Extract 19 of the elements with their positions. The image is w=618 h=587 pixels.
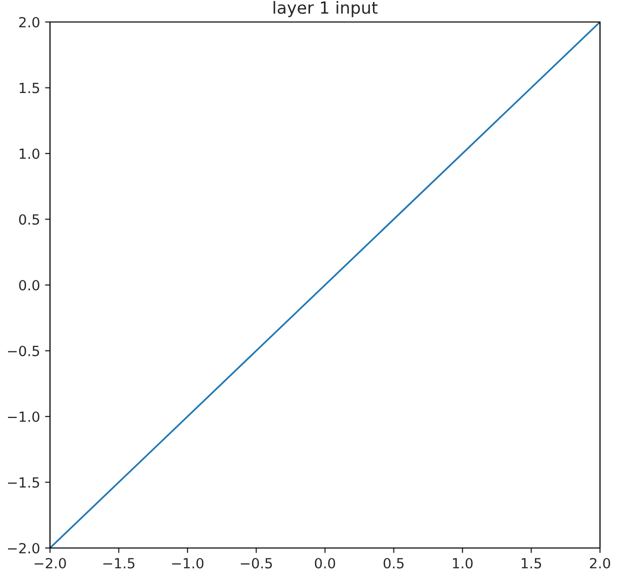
x-tick-label: 1.0 [452, 558, 473, 568]
y-tick-label: −2.0 [8, 542, 40, 554]
y-tick-label: 1.0 [20, 148, 40, 159]
x-tick-label: 0.0 [314, 558, 336, 568]
y-tick-label: 2.0 [19, 16, 40, 28]
x-tick-label: 0.5 [384, 558, 404, 568]
x-tick-label: −0.5 [240, 558, 272, 568]
y-tick-label: 0.0 [19, 280, 40, 290]
x-tick-label: 2.0 [590, 558, 610, 568]
x-tick-label: −1.5 [103, 558, 134, 568]
y-tick-label: −1.5 [8, 477, 40, 488]
x-tick-label: −2.0 [34, 558, 66, 568]
y-tick-label: 1.5 [20, 82, 40, 94]
x-tick-label: −1.0 [172, 558, 204, 568]
x-tick-label: 1.5 [522, 558, 542, 568]
y-tick-label: 0.5 [19, 214, 40, 225]
chart-title: layer 1 input [274, 1, 378, 18]
y-tick-label: −1.0 [8, 411, 40, 422]
y-tick-label: −0.5 [8, 346, 40, 356]
